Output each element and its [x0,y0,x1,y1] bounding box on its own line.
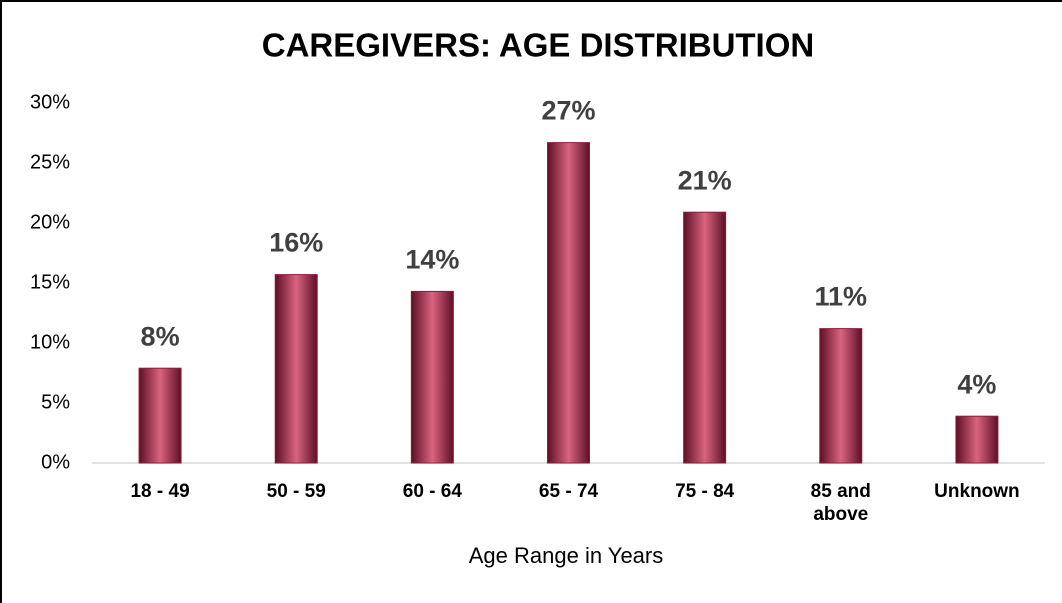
chart-title: CAREGIVERS: AGE DISTRIBUTION [262,27,814,64]
bar [274,274,318,464]
bar [138,367,182,464]
x-tick-label: 85 and above [810,481,871,525]
y-tick-label: 5% [41,391,70,413]
x-tick-label: 65 - 74 [538,481,599,502]
x-tick-label: 75 - 84 [675,481,735,502]
data-label: 27% [541,96,595,126]
y-tick-label: 25% [30,151,70,173]
bar [819,328,863,464]
bar [410,290,454,464]
x-tick-label: Unknown [934,481,1020,502]
y-tick-label: 0% [41,451,70,473]
bar [683,211,727,464]
x-tick-label: 60 - 64 [402,481,462,502]
x-axis-label: Age Range in Years [469,543,664,568]
data-label: 16% [269,228,323,258]
bar [547,142,590,464]
x-tick-label: 50 - 59 [266,481,326,502]
bar [955,415,999,464]
data-label: 8% [141,321,180,351]
y-tick-label: 20% [30,211,70,233]
x-tick-label: 18 - 49 [130,481,190,502]
y-tick-label: 30% [30,91,70,113]
data-label: 4% [957,369,996,399]
y-tick-label: 10% [30,331,70,353]
data-label: 21% [678,165,732,195]
y-tick-label: 15% [30,271,70,293]
data-label: 14% [405,245,459,275]
data-label: 11% [815,282,868,312]
